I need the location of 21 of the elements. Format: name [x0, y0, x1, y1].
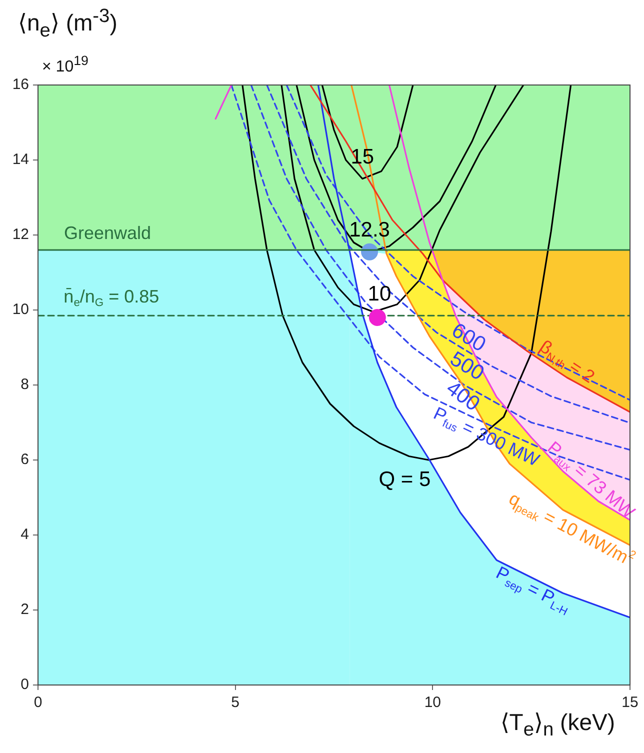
- x-tick-label: 10: [424, 694, 442, 712]
- x-tick-label: 5: [231, 694, 240, 712]
- series-label: Q = 5: [378, 468, 431, 491]
- y-tick-label: 10: [12, 301, 29, 318]
- text: × 10$^{19}$: [42, 53, 88, 76]
- y-tick-label: 6: [20, 451, 29, 468]
- y-tick-label: 12: [12, 226, 29, 244]
- y-tick-label: 16: [12, 76, 29, 94]
- y-tick-label: 4: [20, 526, 29, 544]
- y-tick-label: 8: [20, 376, 29, 394]
- y-axis-title: ⟨n$_{e}$⟩ (m$^{-3}$): [18, 6, 118, 42]
- x-axis-title: ⟨T$_{e}$⟩$_{n}$ (keV): [500, 709, 615, 741]
- series-label: 10: [368, 282, 392, 306]
- text: Psep = PL-H: [493, 562, 570, 618]
- y-tick-label: 0: [20, 676, 29, 694]
- x-tick-label: 0: [34, 694, 42, 712]
- ref-line-label: Greenwald: [64, 222, 152, 243]
- y-tick-label: 14: [12, 151, 29, 168]
- x-tick-label: 15: [622, 694, 638, 712]
- y-tick-label: 2: [20, 601, 29, 618]
- text: βN,th = 2: [536, 336, 598, 387]
